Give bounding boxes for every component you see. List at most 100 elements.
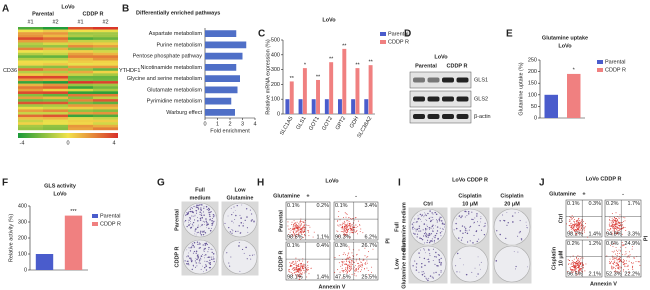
panel-letter: B [122,4,129,15]
flow-event [577,269,579,271]
heatmap-cell [43,117,68,120]
flow-event [575,269,577,270]
flow-event [576,229,578,231]
colony [190,206,192,208]
flow-event [304,230,306,232]
colony [212,213,215,216]
chart-subtitle: LoVo [558,43,572,49]
flow-event [365,263,367,265]
flow-event [349,269,351,271]
flow-event [296,234,298,235]
flow-event [292,274,294,276]
colony [438,260,440,262]
flow-event [610,231,612,233]
heatmap-cell [18,47,43,51]
colony [240,217,242,219]
colony [194,214,196,216]
flow-event [288,228,290,230]
flow-event [345,213,347,215]
colony [203,248,205,250]
heatmap-cell [18,70,43,74]
flow-event [342,277,344,279]
blot-band [427,114,440,119]
colony [199,243,201,245]
row-label: Parental [174,209,180,231]
flow-event [577,255,579,257]
colony [250,258,252,260]
dish [493,208,531,246]
flow-event [351,224,353,226]
flow-event [295,257,297,259]
colony [187,264,189,265]
flow-event [350,229,352,231]
colony [479,268,481,270]
column-label: Glutamine [227,195,254,201]
colony [200,209,202,211]
flow-event [615,249,617,251]
flow-event [579,222,581,224]
colony [413,222,415,224]
flow-event [571,270,573,272]
flow-event [366,262,368,264]
flow-event [610,262,612,264]
flow-event [617,230,619,231]
flow-event [361,266,363,268]
colony [468,213,470,215]
flow-event [299,222,301,224]
flow-event [573,263,575,265]
flow-event [616,264,618,265]
flow-event [296,267,298,269]
flow-event [571,218,573,220]
flow-event [617,271,618,273]
flow-event [366,267,368,269]
colony [433,241,435,243]
flow-event [337,224,339,226]
flow-event [611,226,613,228]
flow-event [622,245,624,247]
row-label: Glutamine medium [401,202,407,252]
colony [201,212,203,214]
heatmap-cell [18,63,43,66]
significance-label: ** [368,60,373,66]
heatmap-cell [93,101,118,105]
flow-event [302,231,303,233]
y-tick-label: 300 [18,219,27,225]
flow-event [614,224,616,226]
blot-band [442,114,454,119]
flow-event [577,267,578,269]
flow-event [610,244,611,246]
flow-event [294,222,296,224]
colony [455,265,457,267]
flow-event [347,257,349,259]
flow-event [579,229,581,231]
flow-event [348,256,350,258]
flow-event [615,271,617,273]
colony [419,230,421,232]
flow-event [348,252,350,254]
colony [199,262,201,264]
flow-event [620,270,622,272]
flow-event [306,261,308,263]
flow-event [612,246,614,247]
flow-event [297,275,299,277]
flow-event [298,223,300,225]
flow-event [299,273,301,275]
heatmap-cell [18,68,43,71]
flow-event [622,228,624,230]
flow-event [619,221,621,223]
colony [460,216,462,219]
colony [232,230,234,232]
flow-event [354,273,356,274]
colony [203,207,205,209]
heatmap-cell [43,73,68,77]
flow-event [368,251,370,253]
flow-event [567,259,569,261]
flow-event [345,264,347,266]
flow-event [617,261,619,263]
colony [199,213,201,215]
flow-event [295,227,297,229]
quadrant-value: 24.9% [624,241,640,247]
flow-event [301,267,303,269]
flow-event [287,225,289,227]
flow-event [346,272,348,274]
